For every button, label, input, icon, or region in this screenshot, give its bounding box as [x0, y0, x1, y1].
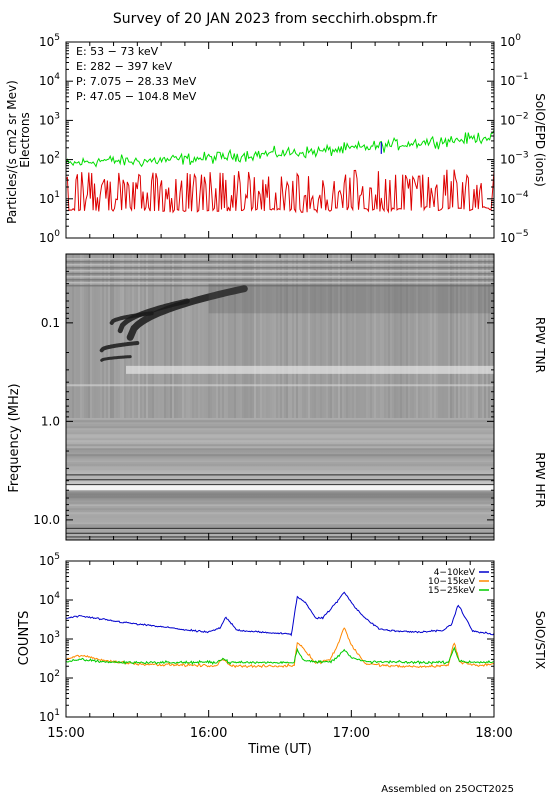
epd-y2-tick-label: 100	[500, 33, 521, 49]
epd-y2-tick-label: 10−4	[500, 190, 529, 206]
epd-legend-entry: E: 282 − 397 keV	[76, 60, 173, 73]
epd-y-tick-label: 100	[39, 229, 60, 245]
epd-y2-tick-label: 10−5	[500, 229, 529, 245]
rpw-y-tick-label: 1.0	[41, 414, 60, 428]
epd-y2-tick-label: 10−1	[500, 72, 529, 88]
epd-series-line	[66, 169, 494, 214]
epd-ylabel-particles: Particles/(s cm2 sr Mev)	[5, 80, 19, 224]
rpw-spectrogram	[66, 254, 494, 541]
epd-ylabel-right: SolO/EPD (ions)	[533, 93, 547, 187]
epd-y-tick-label: 102	[39, 151, 60, 167]
epd-y-tick-label: 105	[39, 33, 60, 49]
epd-legend-entry: P: 7.075 − 28.33 MeV	[76, 75, 197, 88]
stix-ylabel-right: SolO/STIX	[533, 611, 547, 670]
epd-y2-tick-label: 10−2	[500, 111, 529, 127]
rpw-band-label-hfr: RPW HFR	[533, 452, 547, 508]
stix-legend-entry: 4−10keV	[434, 568, 476, 578]
epd-series-line	[66, 129, 494, 168]
epd-legend: E: 53 − 73 keV E: 282 − 397 keV P: 7.075 −…	[76, 45, 197, 103]
time-axis: 15:00 16:00 17:00 18:00	[47, 726, 512, 741]
epd-legend-entry: P: 47.05 − 104.8 MeV	[76, 90, 197, 103]
epd-y-tick-label: 101	[39, 190, 60, 206]
time-tick-label: 17:00	[333, 726, 370, 741]
epd-y-tick-label: 103	[39, 111, 60, 127]
stix-ylabel: COUNTS	[17, 611, 32, 666]
stix-legend-entry: 10−15keV	[428, 577, 476, 587]
stix-y-tick-label: 103	[39, 630, 60, 646]
rpw-panel: 0.1 1.0 10.0 Frequency (MHz) RPW TNR RPW H…	[7, 253, 547, 541]
page-title: Survey of 20 JAN 2023 from secchirh.obsp…	[113, 11, 437, 27]
stix-series-line	[66, 646, 494, 666]
epd-y-tick-label: 104	[39, 72, 60, 88]
time-tick-label: 18:00	[475, 726, 512, 741]
time-axis-label: Time (UT)	[247, 742, 312, 757]
stix-y-tick-label: 105	[39, 552, 60, 568]
rpw-ylabel: Frequency (MHz)	[7, 383, 22, 492]
rpw-y-tick-label: 10.0	[33, 513, 60, 527]
stix-legend-entry: 15−25keV	[428, 586, 476, 596]
rpw-band-label-tnr: RPW TNR	[533, 317, 547, 373]
footer-assembled: Assembled on 25OCT2025	[381, 784, 514, 795]
epd-legend-entry: E: 53 − 73 keV	[76, 45, 159, 58]
epd-ylabel-electrons: Electrons	[18, 112, 32, 167]
stix-y-tick-label: 101	[39, 708, 60, 724]
time-tick-label: 16:00	[190, 726, 227, 741]
epd-panel: 100 101 102 103 104 105 100 10−1 10−2 10−3 10−4 10−…	[5, 33, 547, 245]
epd-y2-tick-label: 10−3	[500, 151, 529, 167]
stix-y-tick-label: 102	[39, 669, 60, 685]
stix-series-line	[66, 627, 494, 669]
time-tick-label: 15:00	[47, 726, 84, 741]
stix-y-tick-label: 104	[39, 591, 60, 607]
stix-series-line	[66, 591, 494, 637]
rpw-y-tick-label: 0.1	[41, 316, 60, 330]
